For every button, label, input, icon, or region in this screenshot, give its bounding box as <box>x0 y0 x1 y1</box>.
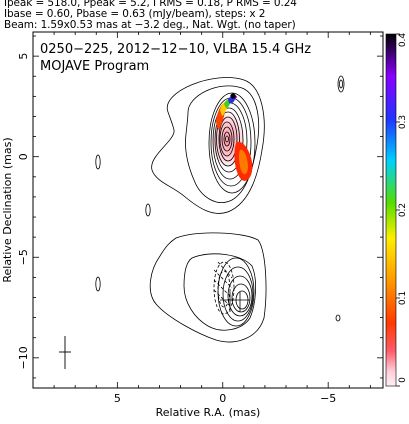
southern-contours <box>149 232 267 343</box>
x-tick-label: 0 <box>219 392 226 405</box>
colorbar-tick-label: 0 <box>398 377 408 383</box>
beam-marker <box>59 336 71 369</box>
header-line-3: Beam: 1.59x0.53 mas at −3.2 deg., Nat. W… <box>4 19 296 31</box>
colorbar-tick-label: 0.3 <box>398 115 408 129</box>
header-line-2: Ibase = 0.60, Pbase = 0.63 (mJy/beam), s… <box>4 8 266 20</box>
colorbar-ticks: 0 0.1 0.2 0.3 0.4 <box>396 33 408 387</box>
colorbar <box>385 33 397 387</box>
y-tick-label: −5 <box>17 249 30 265</box>
y-tick-label: −10 <box>17 346 30 369</box>
y-tick-label: 0 <box>17 153 30 160</box>
y-axis-label: Relative Declination (mas) <box>1 137 14 282</box>
y-tick-label: 5 <box>17 53 30 60</box>
axis-ticks <box>32 32 383 388</box>
colorbar-tick-label: 0.4 <box>398 33 408 48</box>
plot-frame <box>32 31 384 389</box>
core-contours <box>151 77 265 214</box>
colorbar-tick-label: 0.2 <box>398 203 408 217</box>
x-tick-label: 5 <box>114 392 121 405</box>
colorbar-tick-label: 0.1 <box>398 291 408 305</box>
x-axis-label: Relative R.A. (mas) <box>156 406 261 419</box>
x-tick-label: −5 <box>320 392 336 405</box>
axis-tick-labels: 5 0 −5 5 0 −5 −10 <box>17 53 336 405</box>
component-crosses <box>220 292 250 312</box>
header-line-1: Ipeak = 518.0, Ppeak = 5.2, I RMS = 0.18… <box>4 0 297 9</box>
isolated-contours <box>95 75 345 322</box>
polarization-patches <box>216 93 253 181</box>
negative-contours <box>213 261 235 315</box>
plot-title: 0250−225, 2012−12−10, VLBA 15.4 GHz <box>40 42 311 57</box>
plot-subtitle: MOJAVE Program <box>40 59 149 74</box>
